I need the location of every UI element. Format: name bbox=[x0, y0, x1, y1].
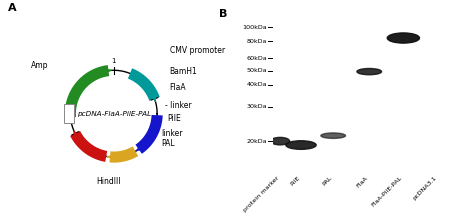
Text: PAL: PAL bbox=[322, 176, 333, 187]
Ellipse shape bbox=[357, 69, 382, 75]
Text: CMV promoter: CMV promoter bbox=[170, 46, 225, 55]
Text: protein marker: protein marker bbox=[242, 176, 280, 213]
Text: - linker: - linker bbox=[165, 101, 192, 110]
Text: PilE: PilE bbox=[167, 114, 181, 123]
Text: linker: linker bbox=[161, 129, 183, 138]
Text: HindIII: HindIII bbox=[96, 177, 121, 186]
Text: pcDNA-FlaA-PilE-PAL: pcDNA-FlaA-PilE-PAL bbox=[77, 111, 151, 117]
Text: 20kDa: 20kDa bbox=[246, 139, 267, 144]
Text: 1: 1 bbox=[111, 58, 116, 64]
Text: FlaA: FlaA bbox=[170, 83, 186, 92]
Text: FlaA-PilE-PAL: FlaA-PilE-PAL bbox=[371, 176, 403, 208]
Text: 100kDa: 100kDa bbox=[242, 25, 267, 30]
Text: B: B bbox=[219, 9, 227, 19]
Text: 60kDa: 60kDa bbox=[246, 56, 267, 61]
Ellipse shape bbox=[321, 133, 346, 138]
Text: A: A bbox=[9, 3, 17, 13]
Text: 30kDa: 30kDa bbox=[246, 104, 267, 109]
Ellipse shape bbox=[387, 33, 419, 43]
Text: 50kDa: 50kDa bbox=[246, 68, 267, 73]
Ellipse shape bbox=[286, 141, 316, 149]
Text: 80kDa: 80kDa bbox=[246, 39, 267, 44]
Bar bbox=[64, 104, 74, 123]
Text: PilE: PilE bbox=[289, 176, 301, 187]
Text: PAL: PAL bbox=[161, 139, 175, 148]
Text: Amp: Amp bbox=[31, 61, 49, 70]
Text: BamH1: BamH1 bbox=[170, 67, 197, 76]
Ellipse shape bbox=[271, 137, 290, 145]
Text: 40kDa: 40kDa bbox=[246, 82, 267, 87]
Text: pcDNA3.1: pcDNA3.1 bbox=[411, 176, 438, 202]
Text: FlaA: FlaA bbox=[356, 176, 369, 189]
